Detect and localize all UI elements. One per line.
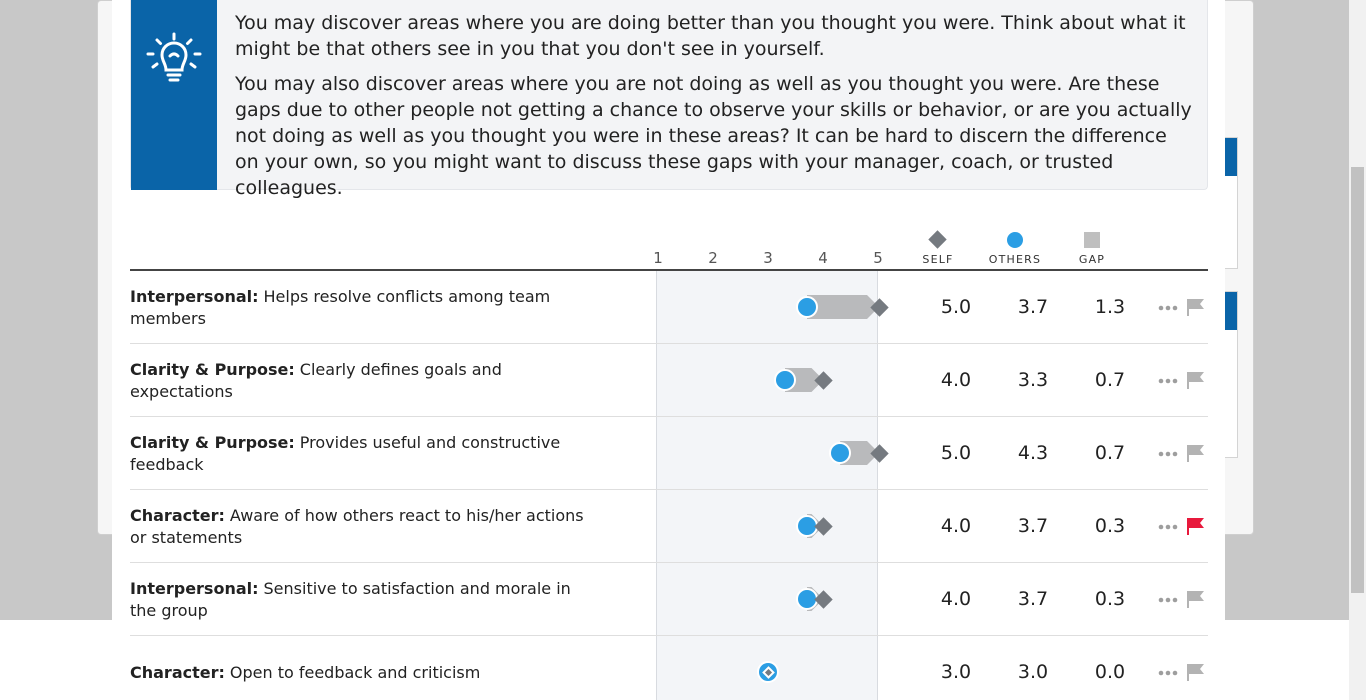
row-text: Open to feedback and criticism — [229, 662, 481, 682]
self-diamond-icon — [928, 230, 947, 249]
row-label: Interpersonal: Sensitive to satisfaction … — [130, 563, 600, 636]
row-category: Character: — [130, 505, 225, 525]
lightbulb-icon — [146, 32, 202, 82]
row-label: Clarity & Purpose: Provides useful and co… — [130, 417, 600, 490]
gap-column-header: GAP — [1078, 253, 1106, 266]
row-text: Aware of how others react to his/her act… — [130, 505, 584, 547]
tip-icon-box — [131, 0, 217, 190]
self-score-marker — [869, 297, 889, 317]
self-score: 5.0 — [940, 296, 972, 318]
row-label: Character: Open to feedback and criticism — [130, 636, 600, 700]
self-column-header: SELF — [922, 253, 954, 266]
row-category: Clarity & Purpose: — [130, 359, 295, 379]
row-category: Interpersonal: — [130, 286, 259, 306]
table-row: Character: Aware of how others react to h… — [130, 490, 1208, 563]
others-circle-icon — [1007, 232, 1023, 248]
scale-label-3: 3 — [763, 249, 773, 267]
flag-icon[interactable] — [1185, 370, 1205, 390]
others-score: 4.3 — [1017, 442, 1049, 464]
scrollbar-thumb[interactable] — [1351, 167, 1364, 593]
row-text: Sensitive to satisfaction and morale in … — [130, 578, 571, 620]
self-score-marker — [814, 516, 833, 536]
flag-icon[interactable] — [1185, 589, 1205, 609]
table-row: Clarity & Purpose: Provides useful and co… — [130, 417, 1208, 490]
gap-score: 0.7 — [1094, 442, 1126, 464]
others-score: 3.7 — [1017, 515, 1049, 537]
scale-label-5: 5 — [873, 249, 883, 267]
row-text: Helps resolve conflicts among team membe… — [130, 286, 551, 328]
others-score-marker — [773, 369, 796, 391]
scale-band — [656, 271, 878, 700]
self-score: 4.0 — [940, 515, 972, 537]
flag-icon[interactable] — [1185, 516, 1205, 536]
tip-paragraph-1: You may discover areas where you are doi… — [235, 12, 1186, 60]
others-score-marker — [829, 442, 852, 464]
table-row: Character: Open to feedback and criticism… — [130, 636, 1208, 700]
table-row: Interpersonal: Sensitive to satisfaction … — [130, 563, 1208, 636]
row-category: Character: — [130, 662, 225, 682]
scale-label-4: 4 — [818, 249, 828, 267]
others-score: 3.0 — [1017, 661, 1049, 683]
tip-paragraph-2: You may also discover areas where you ar… — [235, 73, 1192, 199]
gap-score: 0.0 — [1094, 661, 1126, 683]
page-scrollbar[interactable] — [1349, 0, 1366, 700]
others-score: 3.7 — [1017, 588, 1049, 610]
self-score: 5.0 — [940, 442, 972, 464]
self-score-marker — [814, 589, 833, 609]
table-row: Clarity & Purpose: Clearly defines goals … — [130, 344, 1208, 417]
more-options-icon[interactable] — [1158, 670, 1178, 676]
scale-label-1: 1 — [653, 249, 663, 267]
scale-label-2: 2 — [708, 249, 718, 267]
gap-square-icon — [1084, 232, 1100, 248]
gap-score: 1.3 — [1094, 296, 1126, 318]
row-label: Clarity & Purpose: Clearly defines goals … — [130, 344, 600, 417]
others-column-header: OTHERS — [988, 253, 1042, 266]
row-text: Provides useful and constructive feedbac… — [130, 432, 561, 474]
row-category: Clarity & Purpose: — [130, 432, 295, 452]
row-category: Interpersonal: — [130, 578, 259, 598]
more-options-icon[interactable] — [1158, 524, 1178, 530]
self-score: 4.0 — [940, 588, 972, 610]
gap-score: 0.7 — [1094, 369, 1126, 391]
gap-score: 0.3 — [1094, 515, 1126, 537]
gap-score: 0.3 — [1094, 588, 1126, 610]
self-score-marker — [869, 443, 889, 463]
gap-bar — [807, 295, 879, 319]
flag-icon[interactable] — [1185, 662, 1205, 682]
results-modal: You may discover areas where you are doi… — [112, 0, 1225, 700]
more-options-icon[interactable] — [1158, 305, 1178, 311]
self-score-marker — [814, 370, 833, 390]
more-options-icon[interactable] — [1158, 597, 1178, 603]
flag-icon[interactable] — [1185, 297, 1205, 317]
tip-callout: You may discover areas where you are doi… — [130, 0, 1208, 199]
row-label: Interpersonal: Helps resolve conflicts am… — [130, 271, 600, 344]
self-score: 4.0 — [940, 369, 972, 391]
more-options-icon[interactable] — [1158, 378, 1178, 384]
row-label: Character: Aware of how others react to h… — [130, 490, 600, 563]
others-score: 3.7 — [1017, 296, 1049, 318]
flag-icon[interactable] — [1185, 443, 1205, 463]
header-divider — [130, 269, 1208, 271]
self-score: 3.0 — [940, 661, 972, 683]
more-options-icon[interactable] — [1158, 451, 1178, 457]
row-text: Clearly defines goals and expectations — [130, 359, 502, 401]
others-score: 3.3 — [1017, 369, 1049, 391]
table-row: Interpersonal: Helps resolve conflicts am… — [130, 271, 1208, 344]
others-score-marker — [795, 296, 818, 318]
